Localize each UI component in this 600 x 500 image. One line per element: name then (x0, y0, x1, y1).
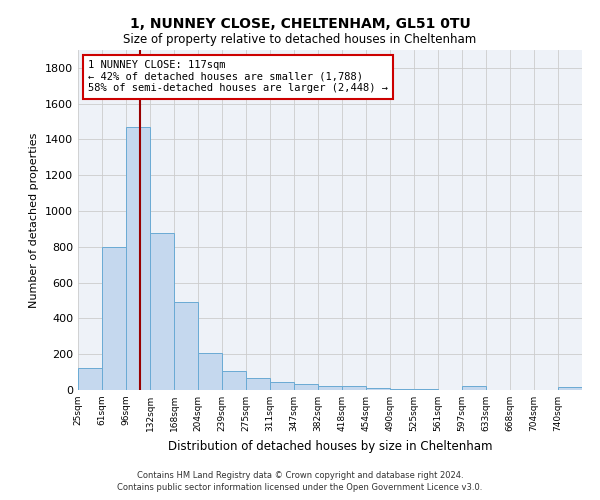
Bar (318, 386, 342, 390)
Bar (366, 388, 390, 390)
Bar (294, 384, 318, 390)
Bar (342, 386, 366, 390)
Text: 1, NUNNEY CLOSE, CHELTENHAM, GL51 0TU: 1, NUNNEY CLOSE, CHELTENHAM, GL51 0TU (130, 18, 470, 32)
Text: Contains HM Land Registry data © Crown copyright and database right 2024.
Contai: Contains HM Land Registry data © Crown c… (118, 471, 482, 492)
Bar (270, 382, 294, 390)
Bar (102, 247, 126, 390)
Y-axis label: Number of detached properties: Number of detached properties (29, 132, 40, 308)
Bar (198, 354, 222, 390)
Text: Size of property relative to detached houses in Cheltenham: Size of property relative to detached ho… (124, 32, 476, 46)
X-axis label: Distribution of detached houses by size in Cheltenham: Distribution of detached houses by size … (168, 440, 492, 452)
Bar (462, 386, 486, 390)
Bar (246, 378, 270, 390)
Bar (558, 388, 582, 390)
Bar (126, 127, 150, 390)
Bar (78, 368, 102, 390)
Bar (150, 232, 174, 390)
Text: 1 NUNNEY CLOSE: 117sqm
← 42% of detached houses are smaller (1,788)
58% of semi-: 1 NUNNEY CLOSE: 117sqm ← 42% of detached… (88, 60, 388, 94)
Bar (174, 302, 198, 390)
Bar (222, 371, 246, 390)
